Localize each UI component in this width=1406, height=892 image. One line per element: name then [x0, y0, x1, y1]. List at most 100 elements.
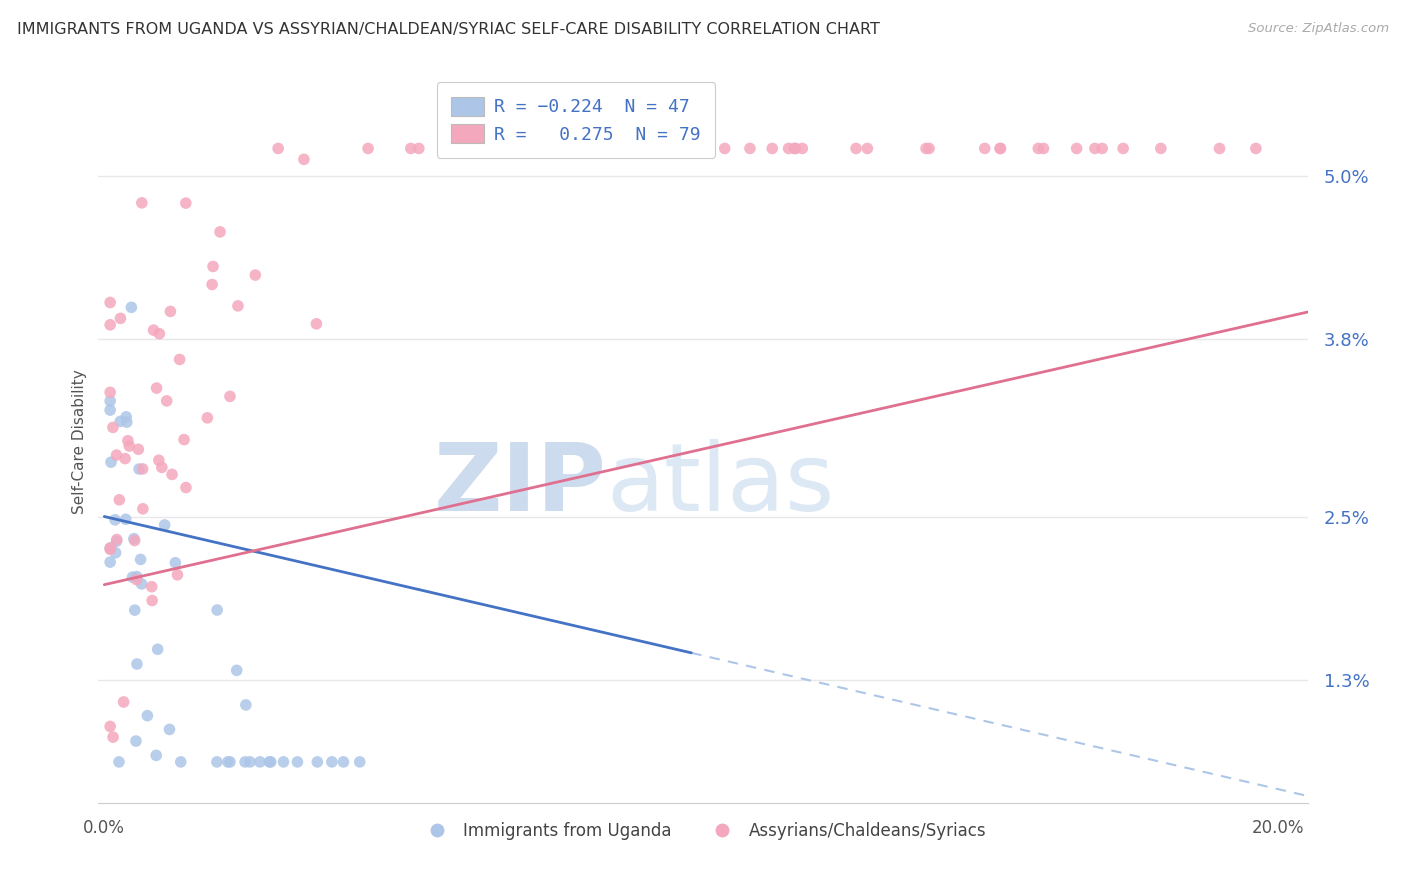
- Point: [915, 141, 938, 155]
- Point: [990, 141, 1012, 155]
- Point: [110, 414, 132, 428]
- Point: [153, 518, 176, 533]
- Text: Source: ZipAtlas.com: Source: ZipAtlas.com: [1249, 22, 1389, 36]
- Point: [918, 141, 941, 155]
- Point: [307, 755, 329, 769]
- Legend: Immigrants from Uganda, Assyrians/Chaldeans/Syriacs: Immigrants from Uganda, Assyrians/Chalde…: [413, 815, 993, 847]
- Point: [101, 730, 124, 744]
- Point: [208, 225, 231, 239]
- Point: [267, 141, 290, 155]
- Point: [125, 734, 148, 748]
- Point: [1066, 141, 1088, 155]
- Point: [124, 603, 146, 617]
- Point: [159, 723, 181, 737]
- Point: [713, 141, 735, 155]
- Point: [114, 451, 136, 466]
- Point: [169, 352, 191, 367]
- Point: [104, 546, 127, 560]
- Point: [202, 260, 225, 274]
- Point: [170, 755, 193, 769]
- Point: [287, 755, 309, 769]
- Point: [98, 394, 121, 409]
- Point: [856, 141, 879, 155]
- Point: [136, 708, 159, 723]
- Point: [1150, 141, 1173, 155]
- Point: [122, 532, 145, 546]
- Point: [558, 141, 581, 155]
- Point: [1032, 141, 1054, 155]
- Point: [105, 533, 128, 547]
- Point: [235, 698, 257, 712]
- Point: [98, 295, 121, 310]
- Point: [219, 389, 242, 403]
- Point: [98, 318, 121, 332]
- Point: [105, 534, 128, 549]
- Point: [145, 748, 167, 763]
- Point: [165, 556, 187, 570]
- Point: [761, 141, 783, 155]
- Point: [141, 580, 163, 594]
- Point: [148, 326, 170, 341]
- Point: [205, 755, 228, 769]
- Point: [98, 541, 121, 556]
- Point: [120, 301, 142, 315]
- Point: [141, 593, 163, 607]
- Point: [205, 603, 228, 617]
- Point: [118, 439, 141, 453]
- Point: [249, 755, 271, 769]
- Point: [117, 434, 139, 448]
- Point: [785, 141, 807, 155]
- Point: [125, 657, 148, 671]
- Point: [129, 552, 152, 566]
- Point: [1091, 141, 1114, 155]
- Point: [273, 755, 295, 769]
- Text: atlas: atlas: [606, 439, 835, 531]
- Point: [217, 755, 239, 769]
- Point: [239, 755, 262, 769]
- Point: [676, 141, 699, 155]
- Point: [100, 455, 122, 469]
- Point: [127, 442, 149, 457]
- Point: [98, 403, 121, 417]
- Point: [259, 755, 281, 769]
- Point: [101, 420, 124, 434]
- Point: [146, 642, 169, 657]
- Point: [131, 577, 153, 591]
- Point: [125, 569, 148, 583]
- Point: [115, 415, 138, 429]
- Point: [408, 141, 430, 155]
- Point: [1208, 141, 1230, 155]
- Point: [174, 481, 197, 495]
- Point: [173, 433, 195, 447]
- Point: [623, 141, 645, 155]
- Point: [321, 755, 343, 769]
- Point: [174, 196, 197, 211]
- Point: [104, 513, 127, 527]
- Point: [621, 141, 644, 155]
- Point: [166, 567, 188, 582]
- Text: ZIP: ZIP: [433, 439, 606, 531]
- Point: [142, 323, 165, 337]
- Point: [696, 141, 718, 155]
- Point: [131, 462, 153, 476]
- Point: [125, 573, 148, 587]
- Y-axis label: Self-Care Disability: Self-Care Disability: [72, 369, 87, 514]
- Point: [112, 695, 135, 709]
- Point: [399, 141, 422, 155]
- Point: [1026, 141, 1049, 155]
- Point: [988, 141, 1011, 155]
- Point: [108, 755, 131, 769]
- Point: [132, 501, 155, 516]
- Point: [738, 141, 761, 155]
- Point: [110, 311, 132, 326]
- Point: [195, 410, 218, 425]
- Point: [128, 462, 150, 476]
- Point: [973, 141, 995, 155]
- Point: [783, 141, 806, 155]
- Point: [1084, 141, 1107, 155]
- Point: [98, 719, 121, 733]
- Point: [121, 570, 143, 584]
- Point: [778, 141, 800, 155]
- Point: [1244, 141, 1267, 155]
- Point: [160, 467, 183, 482]
